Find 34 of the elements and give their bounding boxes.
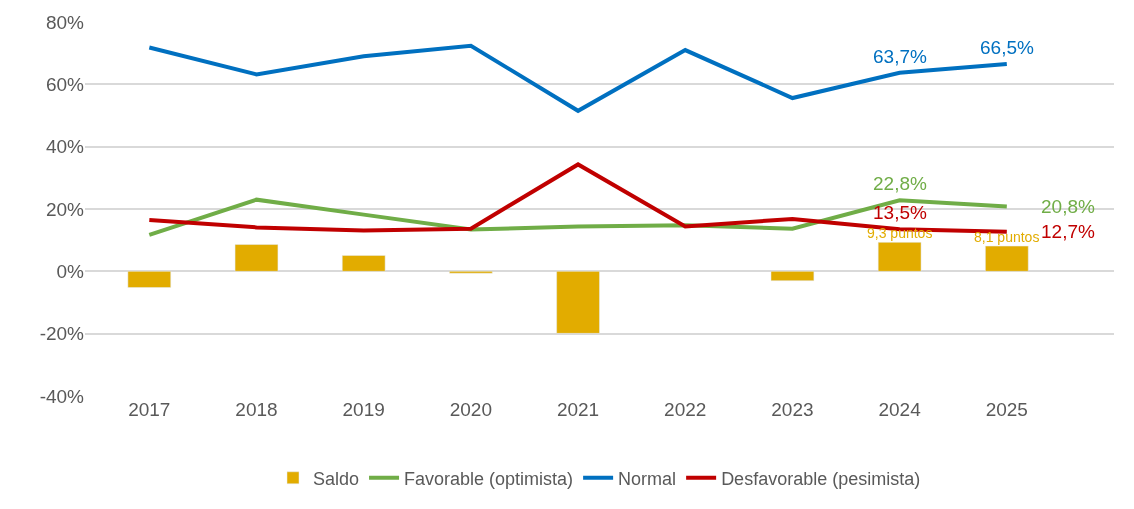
bar xyxy=(985,245,1029,272)
y-tick-label: 80% xyxy=(45,11,85,33)
data-label: 8,1 puntos xyxy=(974,229,1040,245)
bar xyxy=(556,271,600,334)
data-label: 13,5% xyxy=(873,202,927,223)
y-tick-label: -20% xyxy=(39,323,85,345)
y-tick-label: 0% xyxy=(56,260,85,282)
y-tick-label: 60% xyxy=(45,73,85,95)
x-tick-label: 2020 xyxy=(449,399,493,420)
bar xyxy=(127,271,171,288)
x-tick-label: 2018 xyxy=(235,399,278,420)
x-tick-label: 2017 xyxy=(128,399,171,420)
legend-label: Saldo xyxy=(313,468,360,489)
bar xyxy=(877,242,922,272)
x-tick-label: 2021 xyxy=(556,399,600,420)
bar xyxy=(342,255,386,272)
bar xyxy=(770,271,815,281)
bar xyxy=(234,244,279,272)
y-tick-label: 40% xyxy=(45,136,85,158)
legend-label: Favorable (optimista) xyxy=(404,468,574,489)
x-tick-label: 2022 xyxy=(664,399,707,420)
x-tick-label: 2024 xyxy=(878,399,922,420)
x-tick-label: 2019 xyxy=(342,399,385,420)
data-label: 12,7% xyxy=(1041,221,1095,242)
data-label: 22,8% xyxy=(873,173,927,194)
data-label: 20,8% xyxy=(1041,196,1095,217)
data-label: 63,7% xyxy=(873,46,927,67)
y-tick-label: 20% xyxy=(45,198,85,220)
y-tick-label: -40% xyxy=(39,385,85,407)
x-tick-label: 2023 xyxy=(771,399,814,420)
x-tick-label: 2025 xyxy=(985,399,1028,420)
legend-label: Desfavorable (pesimista) xyxy=(721,468,921,489)
legend-label: Normal xyxy=(618,468,677,489)
data-label: 66,5% xyxy=(980,37,1034,58)
